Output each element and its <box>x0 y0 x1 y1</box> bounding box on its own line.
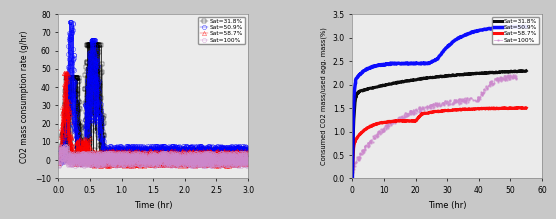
Y-axis label: CO2 mass consumption rate (g/hr): CO2 mass consumption rate (g/hr) <box>20 30 29 163</box>
Line: Sat=58.7%: Sat=58.7% <box>56 71 250 168</box>
Sat=31.8% <box>64 159 71 162</box>
Line: Sat=100%: Sat=100% <box>57 144 250 168</box>
Sat=50.9% <box>147 145 154 147</box>
Sat=58.7% <box>182 164 188 167</box>
Sat=31.8% <box>355 92 361 94</box>
Sat=100% <box>349 176 356 179</box>
Sat=58.7% <box>143 160 150 162</box>
Sat=50.9% <box>55 151 62 154</box>
Sat=100% <box>513 77 519 79</box>
Line: Sat=50.9%: Sat=50.9% <box>57 19 250 166</box>
X-axis label: Time (hr): Time (hr) <box>428 201 466 210</box>
Sat=50.9% <box>513 25 520 28</box>
Sat=50.9% <box>66 20 73 23</box>
Sat=58.7% <box>245 162 251 165</box>
Sat=50.9% <box>399 62 405 65</box>
X-axis label: Time (hr): Time (hr) <box>134 201 172 210</box>
Sat=58.7% <box>404 119 410 122</box>
Sat=31.8% <box>349 177 356 180</box>
Line: Sat=58.7%: Sat=58.7% <box>353 108 527 178</box>
Sat=100% <box>149 160 156 163</box>
Sat=50.9% <box>66 57 72 60</box>
Sat=50.9% <box>484 28 490 30</box>
Sat=100% <box>55 160 62 163</box>
Sat=58.7% <box>66 142 72 145</box>
Sat=100% <box>453 100 459 102</box>
Sat=31.8% <box>147 150 154 153</box>
Sat=31.8% <box>468 73 475 76</box>
Sat=31.8% <box>143 161 150 163</box>
Sat=58.7% <box>466 108 473 110</box>
Sat=58.7% <box>55 157 62 160</box>
Sat=50.9% <box>349 177 356 180</box>
Line: Sat=31.8%: Sat=31.8% <box>353 71 527 178</box>
Sat=50.9% <box>494 27 501 29</box>
Sat=31.8% <box>520 69 527 72</box>
Sat=31.8% <box>84 44 91 47</box>
Sat=50.9% <box>142 157 148 160</box>
Sat=100% <box>204 161 211 164</box>
Sat=31.8% <box>405 79 412 82</box>
Sat=31.8% <box>436 75 443 78</box>
Sat=50.9% <box>206 152 213 155</box>
Legend: Sat=31.8%, Sat=50.9%, Sat=58.7%, Sat=100%: Sat=31.8%, Sat=50.9%, Sat=58.7%, Sat=100… <box>492 17 539 44</box>
Sat=100% <box>510 73 517 76</box>
Sat=58.7% <box>206 159 213 162</box>
Sat=100% <box>245 159 251 161</box>
Sat=100% <box>429 104 435 106</box>
Sat=100% <box>143 158 150 161</box>
Sat=58.7% <box>465 108 471 110</box>
Sat=58.7% <box>393 119 399 122</box>
Sat=100% <box>474 99 481 102</box>
Sat=50.9% <box>78 162 85 165</box>
Line: Sat=31.8%: Sat=31.8% <box>56 43 250 164</box>
Sat=58.7% <box>148 160 155 162</box>
Sat=58.7% <box>356 134 363 136</box>
Y-axis label: Consumed CO2 mass/used agg. mass(%): Consumed CO2 mass/used agg. mass(%) <box>321 27 327 165</box>
Sat=50.9% <box>400 62 407 65</box>
Sat=31.8% <box>523 70 530 72</box>
Sat=100% <box>240 154 247 156</box>
Sat=50.9% <box>464 33 470 36</box>
Sat=58.7% <box>239 159 246 161</box>
Sat=100% <box>367 140 374 143</box>
Sat=50.9% <box>363 69 370 71</box>
Sat=100% <box>405 114 411 117</box>
Sat=100% <box>240 164 247 167</box>
Legend: Sat=31.8%, Sat=50.9%, Sat=58.7%, Sat=100%: Sat=31.8%, Sat=50.9%, Sat=58.7%, Sat=100… <box>198 17 245 44</box>
Sat=31.8% <box>152 161 159 163</box>
Sat=50.9% <box>245 152 251 155</box>
Line: Sat=100%: Sat=100% <box>351 74 517 178</box>
Sat=100% <box>434 104 441 106</box>
Sat=100% <box>65 155 72 158</box>
Sat=31.8% <box>428 76 434 79</box>
Sat=31.8% <box>473 72 480 74</box>
Sat=50.9% <box>240 156 246 158</box>
Sat=31.8% <box>245 159 251 161</box>
Sat=58.7% <box>349 177 356 180</box>
Sat=31.8% <box>239 152 245 154</box>
Sat=58.7% <box>445 109 452 112</box>
Sat=58.7% <box>61 71 68 74</box>
Sat=100% <box>56 164 63 167</box>
Sat=58.7% <box>239 157 245 159</box>
Sat=58.7% <box>519 106 525 109</box>
Sat=31.8% <box>239 155 245 158</box>
Sat=58.7% <box>523 107 530 109</box>
Sat=31.8% <box>205 155 212 157</box>
Sat=50.9% <box>523 25 530 28</box>
Sat=31.8% <box>55 156 62 159</box>
Line: Sat=50.9%: Sat=50.9% <box>353 26 527 178</box>
Sat=50.9% <box>240 148 246 151</box>
Sat=100% <box>64 145 71 147</box>
